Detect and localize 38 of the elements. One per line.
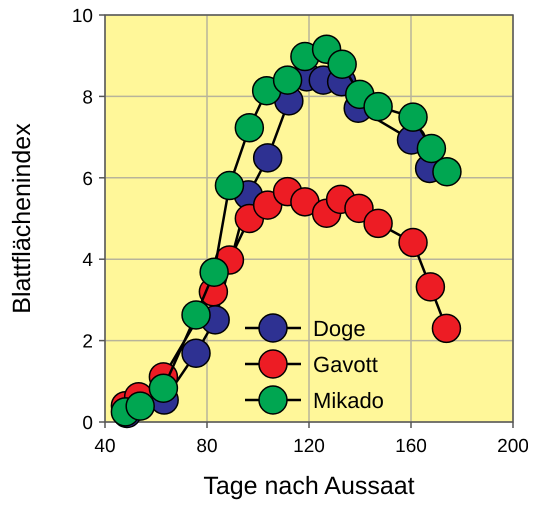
point [432,156,462,186]
y-tick-label: 8 [82,87,93,108]
point [432,314,462,344]
y-tick-label: 2 [82,332,93,353]
legend-label: Mikado [313,388,384,413]
legend-label: Doge [313,316,366,341]
point [234,113,264,142]
point [344,194,374,224]
point [181,300,211,330]
point [398,228,428,258]
point [214,170,244,200]
x-axis-title: Tage nach Aussaat [203,472,415,500]
x-tick-label: 160 [395,436,427,457]
y-tick-label: 0 [82,413,93,434]
point [416,134,446,164]
x-tick-label: 80 [196,436,218,457]
point [252,143,282,173]
legend-label: Gavott [313,352,378,377]
point [181,338,211,368]
point [290,187,320,217]
point [398,102,428,132]
x-tick-label: 40 [94,436,116,457]
point [252,76,282,106]
x-tick-label: 200 [497,436,529,457]
point [199,258,229,287]
x-tick-label: 120 [293,436,325,457]
point [363,92,393,122]
y-tick-label: 4 [82,250,94,272]
y-tick-label: 6 [82,168,93,190]
point [125,391,155,421]
point [272,65,302,95]
point [416,272,446,302]
point [363,208,393,238]
y-tick-label: 10 [72,6,93,27]
point [252,190,282,220]
point [148,373,178,403]
point [327,50,357,79]
y-axis-title: Blattflächenindex [8,122,36,314]
